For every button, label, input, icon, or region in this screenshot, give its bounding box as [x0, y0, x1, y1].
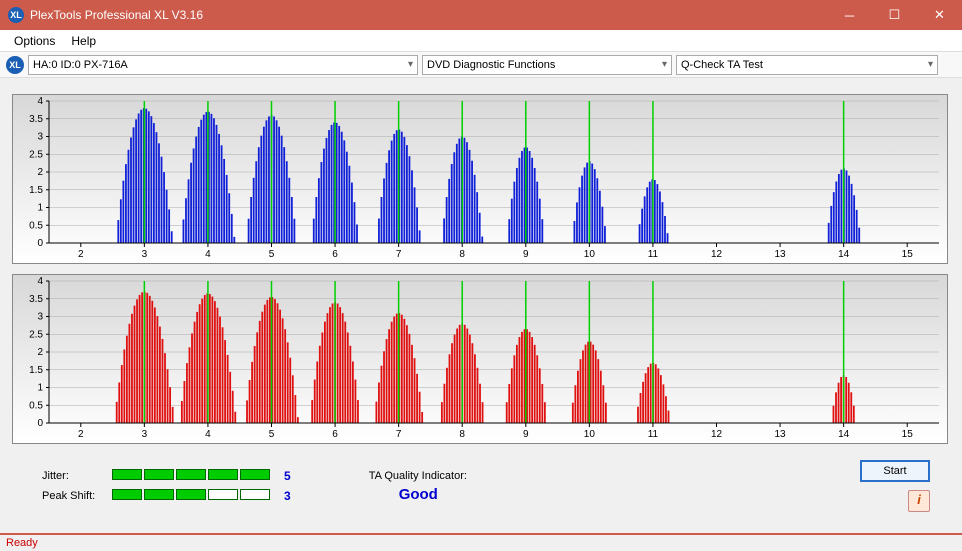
svg-text:11: 11: [648, 429, 659, 440]
menu-help[interactable]: Help: [63, 32, 104, 50]
jitter-value: 5: [284, 469, 291, 483]
svg-text:2: 2: [37, 167, 43, 178]
minimize-button[interactable]: ─: [827, 0, 872, 30]
svg-text:10: 10: [584, 429, 596, 440]
svg-text:9: 9: [523, 429, 529, 440]
device-select[interactable]: HA:0 ID:0 PX-716A: [28, 55, 418, 75]
svg-text:1.5: 1.5: [29, 185, 43, 196]
chart-lands: 0 0.5 1 1.5 2 2.5 3 3.5 4 2 3 4 5 6 7 8 9 10 11 12 13 14 15: [12, 274, 948, 444]
svg-text:15: 15: [902, 249, 914, 260]
svg-text:3.5: 3.5: [29, 294, 43, 305]
start-button[interactable]: Start: [860, 460, 930, 482]
svg-text:4: 4: [37, 276, 43, 287]
svg-text:12: 12: [711, 429, 723, 440]
svg-text:0: 0: [37, 418, 43, 429]
jitter-bars: [112, 469, 272, 483]
svg-text:1: 1: [37, 383, 43, 394]
svg-text:8: 8: [459, 249, 465, 260]
svg-text:4: 4: [205, 249, 211, 260]
jitter-row: Jitter: 5: [42, 469, 291, 483]
svg-text:13: 13: [775, 249, 787, 260]
svg-text:9: 9: [523, 249, 529, 260]
footer-panel: Jitter: 5 Peak Shift: 3 TA Quality Indic…: [12, 454, 950, 516]
svg-text:4: 4: [37, 96, 43, 107]
svg-text:2: 2: [37, 347, 43, 358]
app-icon: XL: [8, 7, 24, 23]
svg-text:5: 5: [269, 249, 275, 260]
peakshift-value: 3: [284, 489, 291, 503]
jitter-label: Jitter:: [42, 470, 104, 482]
svg-text:14: 14: [838, 249, 850, 260]
window-title: PlexTools Professional XL V3.16: [30, 8, 827, 22]
function-select[interactable]: DVD Diagnostic Functions: [422, 55, 672, 75]
close-button[interactable]: ✕: [917, 0, 962, 30]
svg-text:3: 3: [142, 249, 148, 260]
ta-quality-value: Good: [399, 486, 467, 503]
svg-text:13: 13: [775, 429, 787, 440]
svg-text:0.5: 0.5: [29, 220, 43, 231]
svg-text:8: 8: [459, 429, 465, 440]
test-select[interactable]: Q-Check TA Test: [676, 55, 938, 75]
maximize-button[interactable]: ☐: [872, 0, 917, 30]
ta-quality-label: TA Quality Indicator:: [369, 470, 467, 482]
svg-text:6: 6: [332, 249, 338, 260]
svg-text:6: 6: [332, 429, 338, 440]
status-bar: Ready: [0, 533, 962, 551]
menu-options[interactable]: Options: [6, 32, 63, 50]
svg-text:15: 15: [902, 429, 914, 440]
svg-text:3: 3: [142, 429, 148, 440]
peakshift-row: Peak Shift: 3: [42, 489, 291, 503]
svg-text:1.5: 1.5: [29, 365, 43, 376]
chart-pits: 0 0.5 1 1.5 2 2.5 3 3.5 4 2 3 4 5 6 7 8 9 10 11 12 13 14 15: [12, 94, 948, 264]
svg-text:3: 3: [37, 132, 43, 143]
peakshift-label: Peak Shift:: [42, 490, 104, 502]
info-button[interactable]: i: [908, 490, 930, 512]
svg-text:7: 7: [396, 249, 402, 260]
svg-text:7: 7: [396, 429, 402, 440]
svg-text:2.5: 2.5: [29, 329, 43, 340]
svg-text:1: 1: [37, 203, 43, 214]
svg-text:5: 5: [269, 429, 275, 440]
svg-text:3.5: 3.5: [29, 114, 43, 125]
svg-text:2: 2: [78, 429, 84, 440]
svg-text:4: 4: [205, 429, 211, 440]
svg-text:3: 3: [37, 312, 43, 323]
svg-text:2: 2: [78, 249, 84, 260]
toolbar: XL HA:0 ID:0 PX-716A DVD Diagnostic Func…: [0, 52, 962, 78]
device-icon: XL: [6, 56, 24, 74]
peakshift-bars: [112, 489, 272, 503]
svg-text:12: 12: [711, 249, 723, 260]
svg-text:11: 11: [648, 249, 659, 260]
svg-text:0: 0: [37, 238, 43, 249]
svg-text:14: 14: [838, 429, 850, 440]
svg-text:2.5: 2.5: [29, 149, 43, 160]
menu-bar: Options Help: [0, 30, 962, 52]
svg-text:0.5: 0.5: [29, 400, 43, 411]
title-bar: XL PlexTools Professional XL V3.16 ─ ☐ ✕: [0, 0, 962, 30]
svg-text:10: 10: [584, 249, 596, 260]
